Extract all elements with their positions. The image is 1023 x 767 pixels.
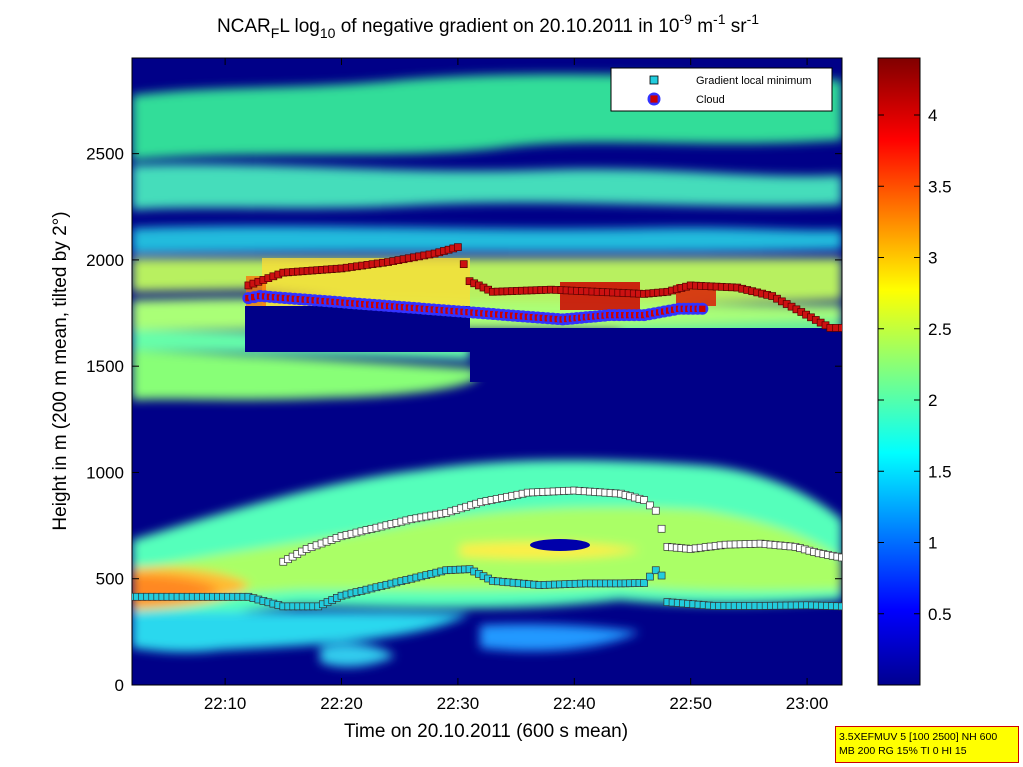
x-tick-label: 23:00 [786,694,829,713]
x-tick-label: 22:10 [204,694,247,713]
x-tick-label: 22:20 [320,694,363,713]
cloud-marker [698,304,707,313]
colorbar-tick-label: 4 [928,106,937,125]
colorbar-tick-label: 3 [928,249,937,268]
gradient-minimum-marker [657,571,666,580]
cloud-marker [838,324,842,332]
info-line-1: 3.5XEFMUV 5 [100 2500] NH 600 [839,731,998,743]
y-axis-ticks: 0 500 1000 1500 2000 2500 [86,145,842,695]
x-axis-ticks: 22:10 22:20 22:30 22:40 22:50 23:00 [204,58,829,713]
colorbar-tick-label: 3.5 [928,177,952,196]
gradient-minimum-marker [640,579,648,587]
x-tick-label: 22:50 [669,694,712,713]
y-tick-label: 2500 [86,145,124,164]
colorbar-tick-label: 2.5 [928,320,952,339]
legend-gradient-label: Gradient local minimum [696,75,812,87]
y-tick-label: 1000 [86,463,124,482]
heatmap [132,58,842,685]
cloud-marker [459,260,468,269]
gradient-minimum-marker [646,501,654,510]
plot-frame [131,57,843,686]
legend-cloud-label: Cloud [696,94,725,106]
cloud-marker [454,243,462,252]
y-tick-label: 0 [115,676,124,695]
gradient-minimum-marker [838,602,842,611]
legend-gradient-marker [649,75,659,85]
gradient-minimum-marker [651,506,660,515]
y-tick-label: 500 [96,570,124,589]
y-tick-label: 2000 [86,251,124,270]
gradient-minimum-marker [646,572,654,581]
gradient-minimum-marker [640,496,648,504]
gradient-minimum-marker [651,566,660,575]
gradient-minimum-marker [657,524,666,533]
colorbar-tick-label: 1 [928,534,937,553]
colorbar-ticks: 0.5 1 1.5 2 2.5 3 3.5 4 [878,106,952,624]
colorbar-tick-label: 1.5 [928,462,952,481]
chart-title: NCARFL log10 of negative gradient on 20.… [217,11,759,41]
info-line-2: MB 200 RG 15% TI 0 HI 15 [839,745,967,757]
colorbar-tick-label: 0.5 [928,605,952,624]
x-axis-label: Time on 20.10.2011 (600 s mean) [344,721,628,742]
legend-cloud-marker [649,94,659,104]
x-tick-label: 22:40 [553,694,596,713]
colorbar-tick-label: 2 [928,391,937,410]
x-tick-label: 22:30 [437,694,480,713]
y-tick-label: 1500 [86,357,124,376]
y-axis-label: Height in m (200 m mean, tilted by 2°) [50,211,71,530]
legend: Gradient local minimum Cloud [610,67,833,112]
info-box: 3.5XEFMUV 5 [100 2500] NH 600 MB 200 RG … [835,726,1019,763]
gradient-minimum-marker [838,553,842,562]
colorbar [877,57,921,686]
data-markers [132,243,842,611]
